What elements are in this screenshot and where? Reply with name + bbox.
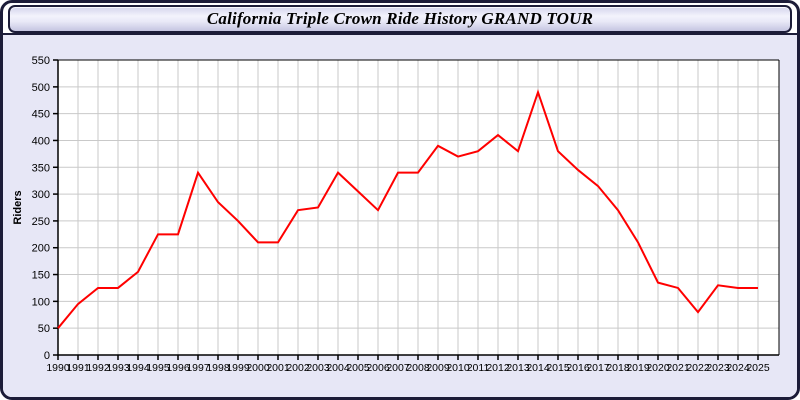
x-tick-label: 2013 [506, 362, 530, 374]
title-bar: California Triple Crown Ride History GRA… [8, 5, 792, 33]
x-tick-label: 2025 [746, 362, 770, 374]
x-tick-label: 2016 [566, 362, 590, 374]
x-tick-label: 1999 [226, 362, 250, 374]
y-tick-label: 250 [32, 216, 50, 228]
x-tick-label: 2019 [626, 362, 650, 374]
x-tick-label: 2001 [266, 362, 290, 374]
x-tick-label: 2003 [306, 362, 330, 374]
y-tick-label: 450 [32, 109, 50, 121]
x-tick-label: 2022 [686, 362, 710, 374]
x-tick-label: 1992 [86, 362, 110, 374]
y-tick-label: 300 [32, 189, 50, 201]
x-tick-label: 2015 [546, 362, 570, 374]
x-tick-label: 2007 [386, 362, 410, 374]
x-tick-label: 1994 [126, 362, 150, 374]
x-tick-label: 2009 [426, 362, 450, 374]
x-tick-label: 2018 [606, 362, 630, 374]
x-tick-label: 2010 [446, 362, 470, 374]
y-tick-label: 550 [32, 55, 50, 67]
y-tick-label: 200 [32, 243, 50, 255]
x-tick-label: 2004 [326, 362, 350, 374]
riders-series-line [57, 89, 758, 329]
x-tick-label: 2024 [726, 362, 750, 374]
x-tick-label: 2011 [467, 362, 490, 374]
y-tick-label: 400 [32, 135, 50, 147]
x-tick-label: 1991 [66, 362, 90, 374]
x-tick-label: 2020 [646, 362, 670, 374]
y-tick-label: 50 [38, 323, 50, 335]
x-tick-label: 2012 [486, 362, 510, 374]
x-tick-label: 2005 [346, 362, 370, 374]
x-tick-label: 2017 [586, 362, 610, 374]
y-tick-label: 100 [32, 296, 50, 308]
x-tick-label: 1995 [146, 362, 170, 374]
y-tick-label: 0 [44, 350, 50, 362]
x-tick-label: 1993 [106, 362, 130, 374]
x-tick-label: 1996 [166, 362, 190, 374]
x-tick-label: 2014 [526, 362, 550, 374]
y-tick-label: 150 [32, 270, 50, 282]
x-tick-label: 1998 [206, 362, 230, 374]
x-tick-label: 1990 [46, 362, 70, 374]
y-tick-label: 350 [32, 162, 50, 174]
x-tick-label: 2006 [366, 362, 390, 374]
x-tick-label: 2000 [246, 362, 270, 374]
y-axis-title: Riders [12, 190, 24, 224]
ride-history-line-chart: 0501001502002503003504004505005501990199… [12, 55, 780, 374]
x-tick-label: 2023 [706, 362, 730, 374]
page-title: California Triple Crown Ride History GRA… [206, 9, 594, 28]
x-tick-label: 2008 [406, 362, 430, 374]
x-tick-label: 2021 [666, 362, 690, 374]
x-tick-label: 1997 [186, 362, 210, 374]
y-tick-label: 500 [32, 82, 50, 94]
x-tick-label: 2002 [286, 362, 310, 374]
